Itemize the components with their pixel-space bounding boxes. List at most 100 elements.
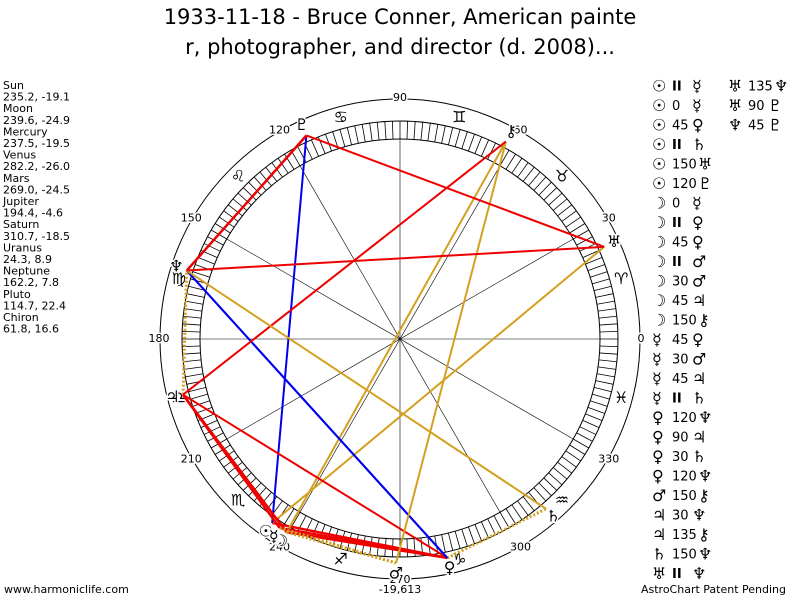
aspect-planet: ☉ [652, 116, 666, 135]
aspect-line [181, 270, 189, 395]
sign-glyph: ♏ [231, 490, 245, 509]
planet-name: Neptune [3, 265, 50, 278]
aspect-planet: ♆ [692, 564, 706, 583]
tick [219, 216, 235, 228]
tick [590, 400, 608, 407]
aspect-planet: ☽ [652, 213, 666, 232]
aspect-type: 30 [672, 275, 689, 290]
tick [538, 181, 552, 196]
tick [499, 512, 510, 528]
tick [569, 444, 586, 455]
planet-name: Chiron [3, 311, 39, 324]
aspect-planet: ♇ [698, 174, 712, 193]
sign-glyph: ♎ [172, 388, 186, 407]
tick [511, 504, 523, 520]
aspect-type: 45 [672, 294, 689, 309]
tick [599, 323, 618, 326]
tick [474, 524, 483, 542]
tick [533, 487, 547, 502]
aspect-planet: ♃ [652, 525, 666, 544]
aspect-planet: ♀ [692, 116, 704, 135]
tick [447, 127, 454, 146]
aspect-planet: ♃ [652, 506, 666, 525]
degree-label: 90 [393, 91, 407, 104]
aspect-type: II [672, 216, 682, 231]
planet-glyph: ♄ [546, 507, 560, 526]
tick [277, 158, 289, 174]
planet-name: Saturn [3, 218, 39, 231]
tick [480, 521, 490, 539]
aspect-type: 45 [748, 119, 765, 134]
tick [579, 426, 597, 435]
aspect-planet: ♀ [652, 428, 664, 447]
tick [461, 131, 468, 149]
aspect-type: 120 [672, 411, 697, 426]
tick [533, 176, 547, 191]
aspect-type: 30 [672, 450, 689, 465]
tick [573, 229, 589, 240]
tick [596, 300, 615, 305]
tick [522, 496, 535, 512]
aspect-planet: ♄ [692, 135, 706, 154]
tick [587, 407, 605, 414]
degree-label: 270 [390, 573, 411, 586]
tick [185, 373, 204, 378]
tick [582, 249, 600, 259]
tick [573, 438, 589, 449]
title-line: 1933-11-18 - Bruce Conner, American pain… [164, 5, 637, 29]
planet-name: Sun [3, 79, 24, 92]
tick [420, 122, 424, 141]
aspect-line [395, 141, 507, 564]
planet-position: 235.2, -19.1 [3, 91, 70, 104]
tick [543, 187, 558, 201]
tick [595, 380, 614, 385]
planet-name: Jupiter [2, 195, 39, 208]
tick [332, 131, 339, 149]
planet-position: 24.3, 8.9 [3, 253, 52, 266]
aspect-type: 30 [672, 353, 689, 368]
aspect-line [185, 134, 308, 272]
aspect-type: 90 [748, 99, 765, 114]
aspect-type: II [672, 80, 682, 95]
aspect-planet: ♄ [692, 389, 706, 408]
aspect-planet: ♅ [698, 155, 712, 174]
aspect-planet: ♅ [652, 564, 666, 583]
tick [384, 121, 387, 140]
aspect-planet: ♆ [698, 467, 712, 486]
aspect-type: II [672, 255, 682, 270]
planet-position: 239.6, -24.9 [3, 114, 70, 127]
aspect-planet: ☿ [692, 96, 702, 115]
planet-name: Pluto [3, 288, 31, 301]
marker-label: -19,613 [379, 583, 421, 596]
planet-position: 194.4, -4.6 [3, 207, 63, 220]
tick [596, 373, 615, 378]
tick [376, 122, 380, 141]
aspect-type: 150 [672, 489, 697, 504]
tick [232, 198, 248, 211]
tick [493, 515, 503, 532]
aspect-planet: ♂ [652, 486, 666, 505]
aspect-planet: ☽ [652, 272, 666, 291]
planet-name: Mercury [3, 125, 48, 138]
tick [474, 136, 483, 154]
tick [587, 264, 605, 271]
aspect-planet: ♆ [698, 545, 712, 564]
aspect-planet: ☽ [652, 233, 666, 252]
tick [576, 236, 593, 246]
aspect-planet: ♀ [692, 233, 704, 252]
aspect-type: 150 [672, 548, 697, 563]
tick [599, 330, 618, 333]
tick [582, 419, 600, 429]
sign-glyph: ♒ [555, 490, 569, 509]
aspect-planet: ♅ [728, 77, 742, 96]
tick [310, 139, 320, 157]
aspect-planet: ☉ [652, 77, 666, 96]
aspect-planet: ♆ [774, 77, 788, 96]
tick [557, 461, 573, 474]
tick [190, 393, 208, 400]
tick [598, 359, 617, 363]
tick [248, 181, 262, 196]
planet-name: Uranus [3, 241, 42, 254]
planet-position: 282.2, -26.0 [3, 160, 70, 173]
aspect-planet: ☿ [692, 77, 702, 96]
